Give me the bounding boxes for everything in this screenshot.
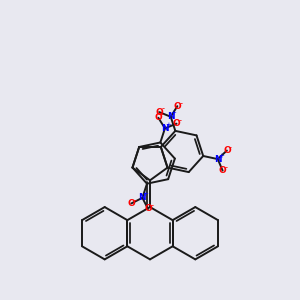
Text: O: O <box>173 102 181 111</box>
Text: O: O <box>128 199 135 208</box>
Text: N: N <box>139 193 146 202</box>
Text: -: - <box>150 202 153 211</box>
Text: -: - <box>178 116 182 125</box>
Text: O: O <box>154 113 162 122</box>
Text: -: - <box>161 105 164 114</box>
Text: +: + <box>218 152 224 158</box>
Text: O: O <box>219 166 226 175</box>
Text: N: N <box>167 112 175 121</box>
Text: -: - <box>225 163 228 172</box>
Text: N: N <box>161 124 169 133</box>
Text: O: O <box>144 204 152 213</box>
Text: O: O <box>155 108 163 117</box>
Text: N: N <box>214 154 222 164</box>
Text: -: - <box>160 110 164 119</box>
Text: +: + <box>171 110 177 116</box>
Text: -: - <box>133 196 136 205</box>
Text: +: + <box>165 122 171 128</box>
Text: -: - <box>179 99 182 108</box>
Text: O: O <box>172 119 180 128</box>
Text: O: O <box>223 146 231 155</box>
Text: +: + <box>142 191 148 197</box>
Text: -: - <box>229 143 232 152</box>
